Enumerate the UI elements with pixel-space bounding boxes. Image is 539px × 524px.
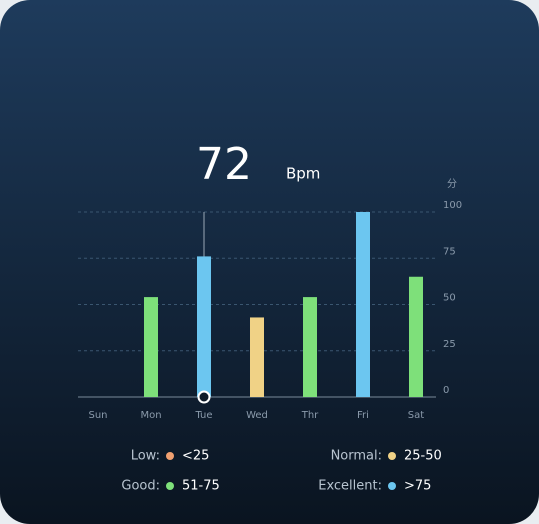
x-tick-label: Wed	[246, 410, 268, 421]
bar	[356, 212, 370, 397]
legend-dot	[388, 482, 396, 490]
legend-dot	[166, 482, 174, 490]
legend-range: <25	[182, 449, 209, 464]
headline-unit: Bpm	[286, 165, 320, 183]
x-tick-label: Thr	[301, 410, 319, 421]
legend-label: Good:	[121, 479, 160, 494]
legend-range: 25-50	[404, 449, 442, 464]
y-tick-label: 75	[443, 246, 456, 257]
selection-marker	[197, 390, 211, 404]
legend-label: Low:	[131, 449, 160, 464]
bar	[250, 317, 264, 397]
bar	[144, 297, 158, 397]
headline-value: 72	[196, 139, 252, 190]
bar	[197, 256, 211, 397]
y-tick-label: 25	[443, 339, 456, 350]
legend-dot	[388, 452, 396, 460]
y-tick-label: 0	[443, 385, 449, 396]
legend-label: Excellent:	[318, 479, 382, 494]
legend-range: >75	[404, 479, 431, 494]
x-tick-label: Mon	[140, 410, 161, 421]
x-tick-label: Fri	[357, 410, 369, 421]
y-unit: 分	[447, 178, 457, 190]
y-tick-label: 50	[443, 293, 456, 304]
bar	[409, 276, 423, 397]
legend-label: Normal:	[331, 449, 382, 464]
x-tick-label: Tue	[194, 410, 212, 421]
x-tick-label: Sun	[88, 410, 107, 421]
legend-dot	[166, 452, 174, 460]
legend-range: 51-75	[182, 479, 220, 494]
y-tick-label: 100	[443, 200, 462, 211]
x-tick-label: Sat	[408, 410, 424, 421]
bar	[303, 297, 317, 397]
